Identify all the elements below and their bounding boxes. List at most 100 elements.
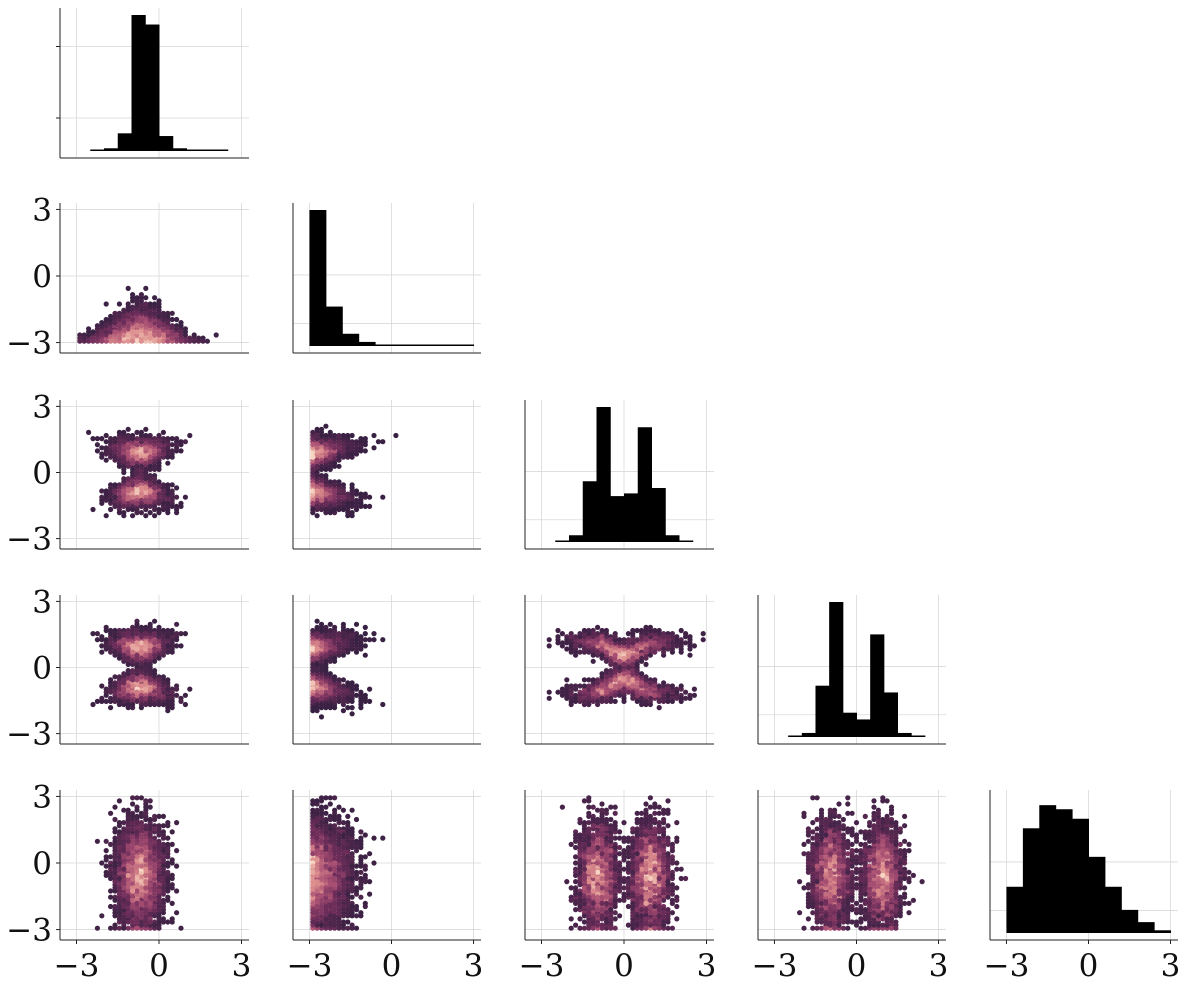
hexbin-cell <box>165 835 171 841</box>
hexbin-cell <box>336 919 342 925</box>
hexbin-cell <box>336 494 342 500</box>
y-tick-label: 0 <box>32 456 52 492</box>
hexbin-cell <box>112 922 118 928</box>
hexbin-cell <box>573 885 579 891</box>
hexbin-cell <box>669 857 676 863</box>
hexbin-cell <box>152 872 158 879</box>
hexbin-cell <box>143 631 149 637</box>
hexbin-cell <box>586 795 592 801</box>
hexbin-cell <box>112 649 118 655</box>
hexbin-cell <box>665 686 671 692</box>
hexbin-cell <box>867 832 873 838</box>
hexbin-cell <box>138 473 144 479</box>
hexbin-cell <box>178 332 184 338</box>
hexbin-cell <box>187 432 193 439</box>
hexbin-cell <box>314 655 320 661</box>
hexbin-cell <box>340 482 346 488</box>
hexbin-cell <box>134 631 140 637</box>
hexbin-cell <box>897 885 903 891</box>
hexbin-cell <box>836 913 842 919</box>
hexbin-cell <box>327 795 333 801</box>
hexbin-cell <box>332 705 338 711</box>
hexbin-cell <box>327 903 333 910</box>
hexbin-cell <box>147 509 153 516</box>
histogram-bar <box>582 481 597 542</box>
hexbin-cell <box>182 494 188 500</box>
hexbin-cell <box>94 631 100 637</box>
hexbin-cell <box>336 637 342 643</box>
hexbin-cell <box>332 658 338 664</box>
panel-2-1: −303 <box>6 192 249 362</box>
hexbin-cell <box>125 919 131 925</box>
hexbin-cell <box>353 903 360 910</box>
hexbin-cell <box>564 646 570 652</box>
hexbin-cell <box>340 922 346 928</box>
hexbin-cell <box>590 916 596 922</box>
hexbin-cell <box>599 646 605 652</box>
hexbin-cell <box>165 919 171 925</box>
hexbin-cell <box>323 823 329 829</box>
hexbin-cell <box>573 879 579 885</box>
hexbin-cell <box>340 820 346 826</box>
histogram-bar <box>200 149 215 151</box>
hexbin-cell <box>116 910 122 916</box>
hexbin-cell <box>318 448 325 454</box>
hexbin-cell <box>634 637 640 643</box>
hexbin-cell <box>630 922 636 928</box>
hexbin-cell <box>678 698 684 705</box>
hexbin-cell <box>99 338 105 344</box>
hexbin-cell <box>700 631 706 637</box>
hexbin-cell <box>595 838 601 844</box>
hexbin-cell <box>871 832 877 838</box>
hexbin-cell <box>156 506 162 513</box>
hexbin-cell <box>200 338 206 344</box>
hexbin-cell <box>174 485 180 491</box>
hexbin-cell <box>134 469 140 476</box>
hexbin-cell <box>810 925 816 931</box>
histogram-bar <box>424 344 442 346</box>
hexbin-cell <box>617 844 623 851</box>
hexbin-cell <box>165 436 171 442</box>
hexbin-cell <box>323 664 329 671</box>
hexbin-cell <box>318 866 325 872</box>
histogram-bar <box>637 427 652 542</box>
hexbin-cell <box>318 506 325 513</box>
hexbin-cell <box>318 482 325 488</box>
hexbin-cell <box>617 885 623 891</box>
hexbin-cell <box>86 332 92 338</box>
hexbin-cell <box>340 838 346 844</box>
hexbin-cell <box>165 894 171 900</box>
hexbin-cell <box>595 894 601 900</box>
hexbin-cell <box>568 634 574 640</box>
hexbin-cell <box>187 335 193 341</box>
hexbin-cell <box>353 649 360 655</box>
hexbin-cell <box>639 701 645 708</box>
hexbin-cell <box>875 838 882 844</box>
hexbin-cell <box>625 848 632 854</box>
x-tick-label: −3 <box>984 948 1030 984</box>
hexbin-cell <box>152 338 158 344</box>
hexbin-cell <box>353 848 360 854</box>
hexbin-cell <box>125 436 131 442</box>
hexbin-cell <box>327 479 333 485</box>
hexbin-cell <box>134 863 140 869</box>
hexbin-cell <box>318 668 325 674</box>
hexbin-cell <box>323 692 329 698</box>
hexbin-cell <box>156 894 162 900</box>
hexbin-cell <box>108 894 114 900</box>
hexbin-cell <box>130 482 136 488</box>
histogram-bar <box>870 634 885 737</box>
hexbin-cell <box>147 432 153 439</box>
hexbin-cell <box>603 668 610 674</box>
hexbin-cell <box>612 925 618 931</box>
hexbin-cell <box>332 916 338 922</box>
hexbin-cell <box>586 804 592 810</box>
hexbin-cell <box>621 695 627 701</box>
hexbin-cell <box>559 804 566 810</box>
hexbin-cell <box>823 848 829 854</box>
hexbin-cell <box>130 658 136 664</box>
hexbin-cell <box>814 900 820 907</box>
hexbin-cell <box>160 634 166 640</box>
hexbin-cell <box>332 875 338 882</box>
hexbin-cell <box>121 307 127 313</box>
